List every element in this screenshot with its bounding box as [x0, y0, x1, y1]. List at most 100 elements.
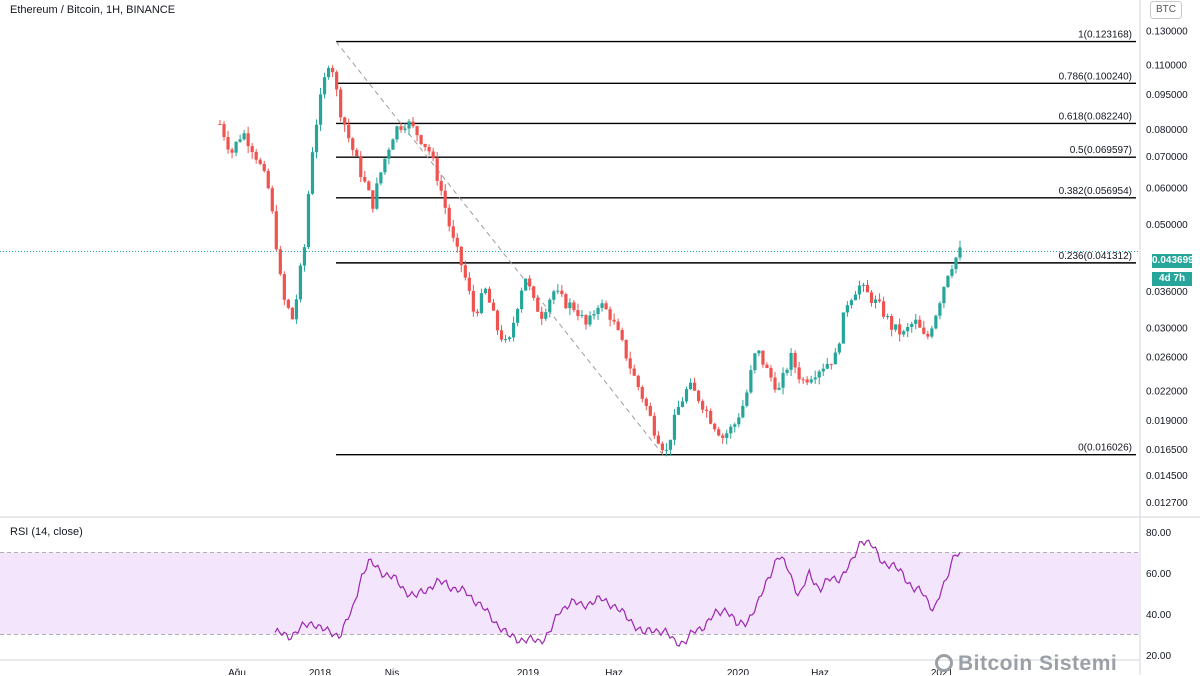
- fib-level-label: 0(0.016026): [1078, 443, 1132, 454]
- candle-body: [805, 379, 809, 383]
- candle-body: [278, 249, 282, 275]
- candle-body: [644, 398, 648, 407]
- rsi-tick-label: 80.00: [1146, 528, 1171, 539]
- fib-level-label: 0.786(0.100240): [1059, 71, 1132, 82]
- candle-body: [331, 67, 335, 73]
- time-tick-label: Haz: [811, 668, 829, 675]
- candle-body: [648, 406, 652, 416]
- currency-badge[interactable]: BTC: [1150, 1, 1182, 19]
- candle-body: [918, 319, 922, 328]
- candle-body: [524, 278, 528, 291]
- candle-body: [620, 329, 624, 340]
- candle-body: [383, 158, 387, 173]
- candle-body: [725, 433, 729, 438]
- candle-body: [568, 302, 572, 309]
- candle-body: [576, 310, 580, 316]
- candle-body: [950, 269, 954, 276]
- candle-body: [701, 401, 705, 410]
- candle-body: [793, 352, 797, 368]
- time-tick-label: 2019: [517, 668, 540, 675]
- candle-body: [680, 401, 685, 407]
- candle-body: [769, 368, 773, 378]
- candle-body: [894, 324, 898, 330]
- candle-body: [483, 288, 488, 294]
- candle-body: [584, 315, 588, 325]
- candle-body: [664, 449, 669, 451]
- candle-body: [942, 286, 946, 304]
- candle-body: [640, 387, 644, 399]
- candle-body: [310, 152, 315, 194]
- candle-countdown-tag: 4d 7h: [1152, 272, 1192, 286]
- candle-body: [507, 337, 512, 340]
- candle-body: [922, 327, 926, 334]
- candle-body: [628, 358, 632, 369]
- price-tick-label: 0.014500: [1146, 471, 1188, 482]
- candle-body: [596, 307, 600, 314]
- candle-body: [797, 367, 801, 380]
- watermark-logo-icon: [935, 654, 953, 672]
- candle-body: [528, 278, 532, 287]
- candle-body: [833, 352, 837, 365]
- candle-body: [363, 177, 367, 182]
- candle-body: [395, 126, 399, 140]
- candle-body: [773, 377, 777, 390]
- price-tick-label: 0.095000: [1146, 90, 1188, 101]
- candle-body: [660, 443, 664, 451]
- rsi-tick-label: 20.00: [1146, 651, 1171, 662]
- candle-body: [616, 321, 620, 330]
- candle-body: [399, 126, 403, 130]
- candle-body: [516, 309, 520, 323]
- candle-body: [367, 181, 371, 191]
- candle-body: [532, 286, 536, 298]
- candle-body: [801, 379, 805, 381]
- candle-body: [906, 326, 910, 332]
- fib-level-label: 0.382(0.056954): [1059, 186, 1132, 197]
- candle-body: [902, 331, 906, 335]
- price-tick-label: 0.022000: [1146, 387, 1188, 398]
- candle-body: [785, 369, 789, 373]
- candle-body: [821, 368, 825, 372]
- candle-body: [757, 350, 761, 354]
- candle-body: [837, 343, 841, 353]
- candle-body: [898, 324, 902, 335]
- candle-body: [355, 149, 359, 157]
- candle-body: [938, 303, 942, 316]
- rsi-line: [274, 539, 961, 647]
- candle-body: [914, 319, 918, 324]
- candle-body: [254, 152, 258, 160]
- candle-body: [487, 288, 492, 303]
- candle-body: [946, 275, 950, 287]
- candle-body: [520, 290, 524, 310]
- candle-body: [379, 172, 383, 184]
- candle-body: [717, 429, 721, 436]
- candle-body: [435, 158, 439, 182]
- candle-body: [419, 135, 423, 144]
- candle-body: [588, 315, 592, 325]
- time-tick-label: 2020: [727, 668, 750, 675]
- candle-body: [853, 294, 858, 301]
- candle-body: [286, 299, 290, 308]
- candle-body: [222, 124, 226, 138]
- candle-body: [359, 156, 363, 178]
- candle-body: [536, 297, 540, 312]
- candle-body: [624, 339, 628, 359]
- price-tick-label: 0.070000: [1146, 152, 1188, 163]
- candle-body: [218, 123, 222, 125]
- candle-body: [294, 299, 299, 320]
- candle-body: [431, 151, 435, 159]
- candle-body: [954, 257, 958, 270]
- candle-body: [459, 246, 463, 266]
- candle-body: [411, 121, 415, 127]
- candle-body: [612, 319, 616, 322]
- candle-body: [375, 183, 379, 209]
- candle-body: [403, 128, 407, 130]
- candle-body: [335, 72, 339, 90]
- candle-body: [886, 316, 890, 318]
- candle-body: [789, 352, 793, 370]
- candle-body: [741, 405, 745, 418]
- candle-body: [692, 382, 697, 391]
- candle-body: [415, 126, 419, 136]
- candle-body: [869, 292, 874, 303]
- candle-body: [753, 353, 757, 371]
